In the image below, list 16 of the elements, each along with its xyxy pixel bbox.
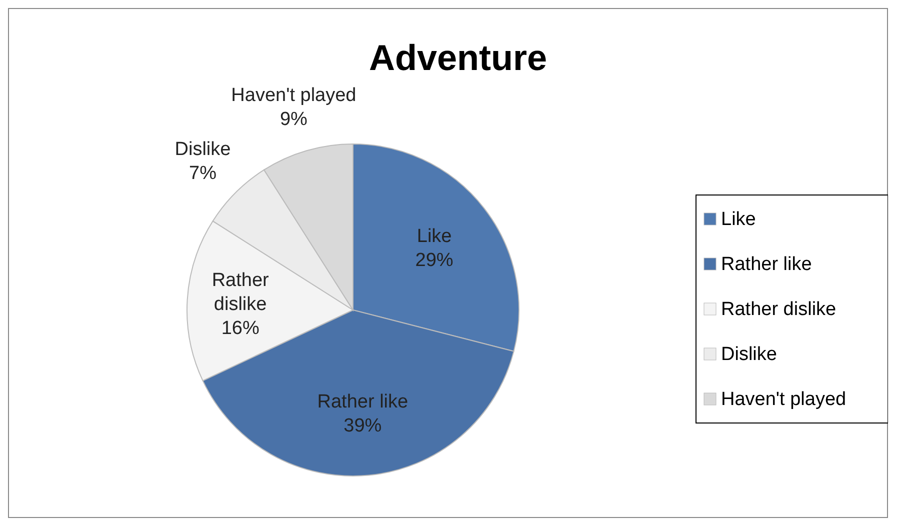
data-label: 9% — [280, 108, 308, 130]
slice-label: Dislike — [174, 138, 231, 160]
data-label: 16% — [221, 318, 260, 339]
legend-label: Haven't played — [721, 389, 846, 410]
legend-label: Rather dislike — [721, 299, 836, 320]
data-label: 7% — [189, 162, 217, 184]
slice-label: Rather like — [317, 391, 408, 412]
data-label: 39% — [344, 415, 382, 436]
data-label: 29% — [415, 250, 454, 271]
legend-label: Rather like — [721, 254, 812, 275]
slice-label: Haven't played — [231, 84, 356, 106]
legend-label: Like — [721, 209, 756, 230]
slice-label: Rather dislike — [212, 270, 270, 315]
chart-title: Adventure — [368, 37, 548, 78]
legend-label: Dislike — [721, 344, 777, 365]
slice-label: Like — [416, 226, 452, 247]
